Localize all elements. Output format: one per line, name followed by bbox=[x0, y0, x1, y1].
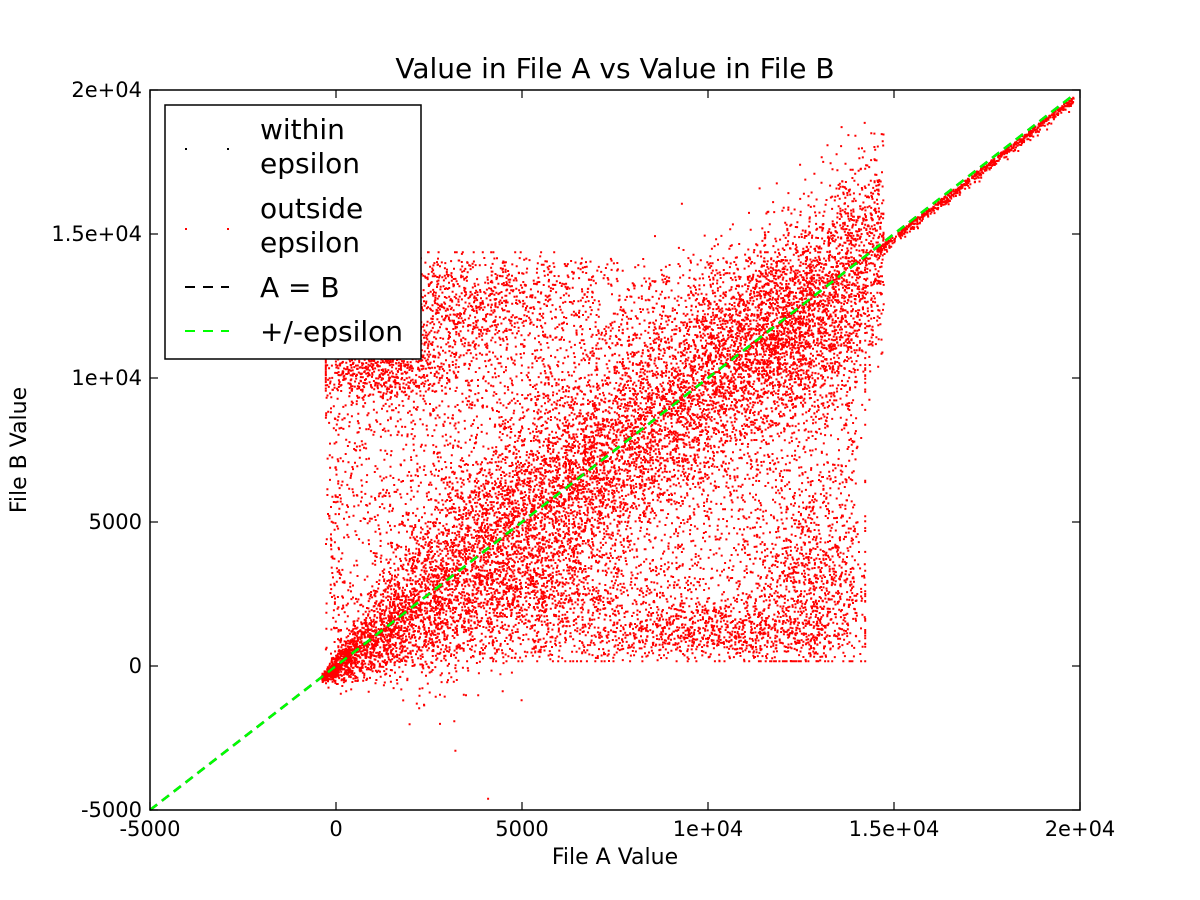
legend-label: within epsilon bbox=[260, 113, 360, 180]
x-tick-label: 1e+04 bbox=[673, 817, 744, 841]
x-tick-label: 5000 bbox=[495, 817, 548, 841]
y-axis-label: File B Value bbox=[7, 387, 32, 513]
y-tick-label: 5000 bbox=[89, 510, 142, 534]
x-tick-label: -5000 bbox=[119, 817, 180, 841]
x-tick-label: 0 bbox=[329, 817, 342, 841]
y-tick-label: 2e+04 bbox=[71, 78, 142, 102]
legend-label: A = B bbox=[260, 271, 340, 304]
chart-title: Value in File A vs Value in File B bbox=[395, 52, 834, 85]
legend-marker-within bbox=[227, 148, 229, 150]
y-tick-labels: -5000 0 5000 1e+04 1.5e+04 2e+04 bbox=[51, 78, 142, 822]
y-tick-label: 0 bbox=[129, 654, 142, 678]
legend-marker-outside bbox=[227, 228, 229, 230]
x-tick-labels: -5000 0 5000 1e+04 1.5e+04 2e+04 bbox=[119, 817, 1115, 841]
legend-label: +/-epsilon bbox=[260, 315, 403, 348]
y-tick-label: 1e+04 bbox=[71, 366, 142, 390]
legend-marker-outside bbox=[185, 228, 187, 230]
x-tick-label: 2e+04 bbox=[1045, 817, 1116, 841]
legend-label: outside epsilon bbox=[260, 192, 363, 259]
y-tick-label: 1.5e+04 bbox=[51, 222, 142, 246]
x-tick-label: 1.5e+04 bbox=[849, 817, 940, 841]
scatter-points bbox=[321, 96, 1075, 800]
x-axis-label: File A Value bbox=[552, 845, 678, 870]
legend-marker-within bbox=[185, 148, 187, 150]
outside-epsilon-points bbox=[321, 96, 1075, 800]
axis-ticks bbox=[149, 89, 1081, 811]
y-tick-label: -5000 bbox=[81, 798, 142, 822]
plot-area-frame bbox=[149, 89, 1081, 811]
legend: within epsilon outside epsilon A = B +/-epsil… bbox=[164, 104, 422, 360]
legend-box bbox=[164, 104, 422, 360]
